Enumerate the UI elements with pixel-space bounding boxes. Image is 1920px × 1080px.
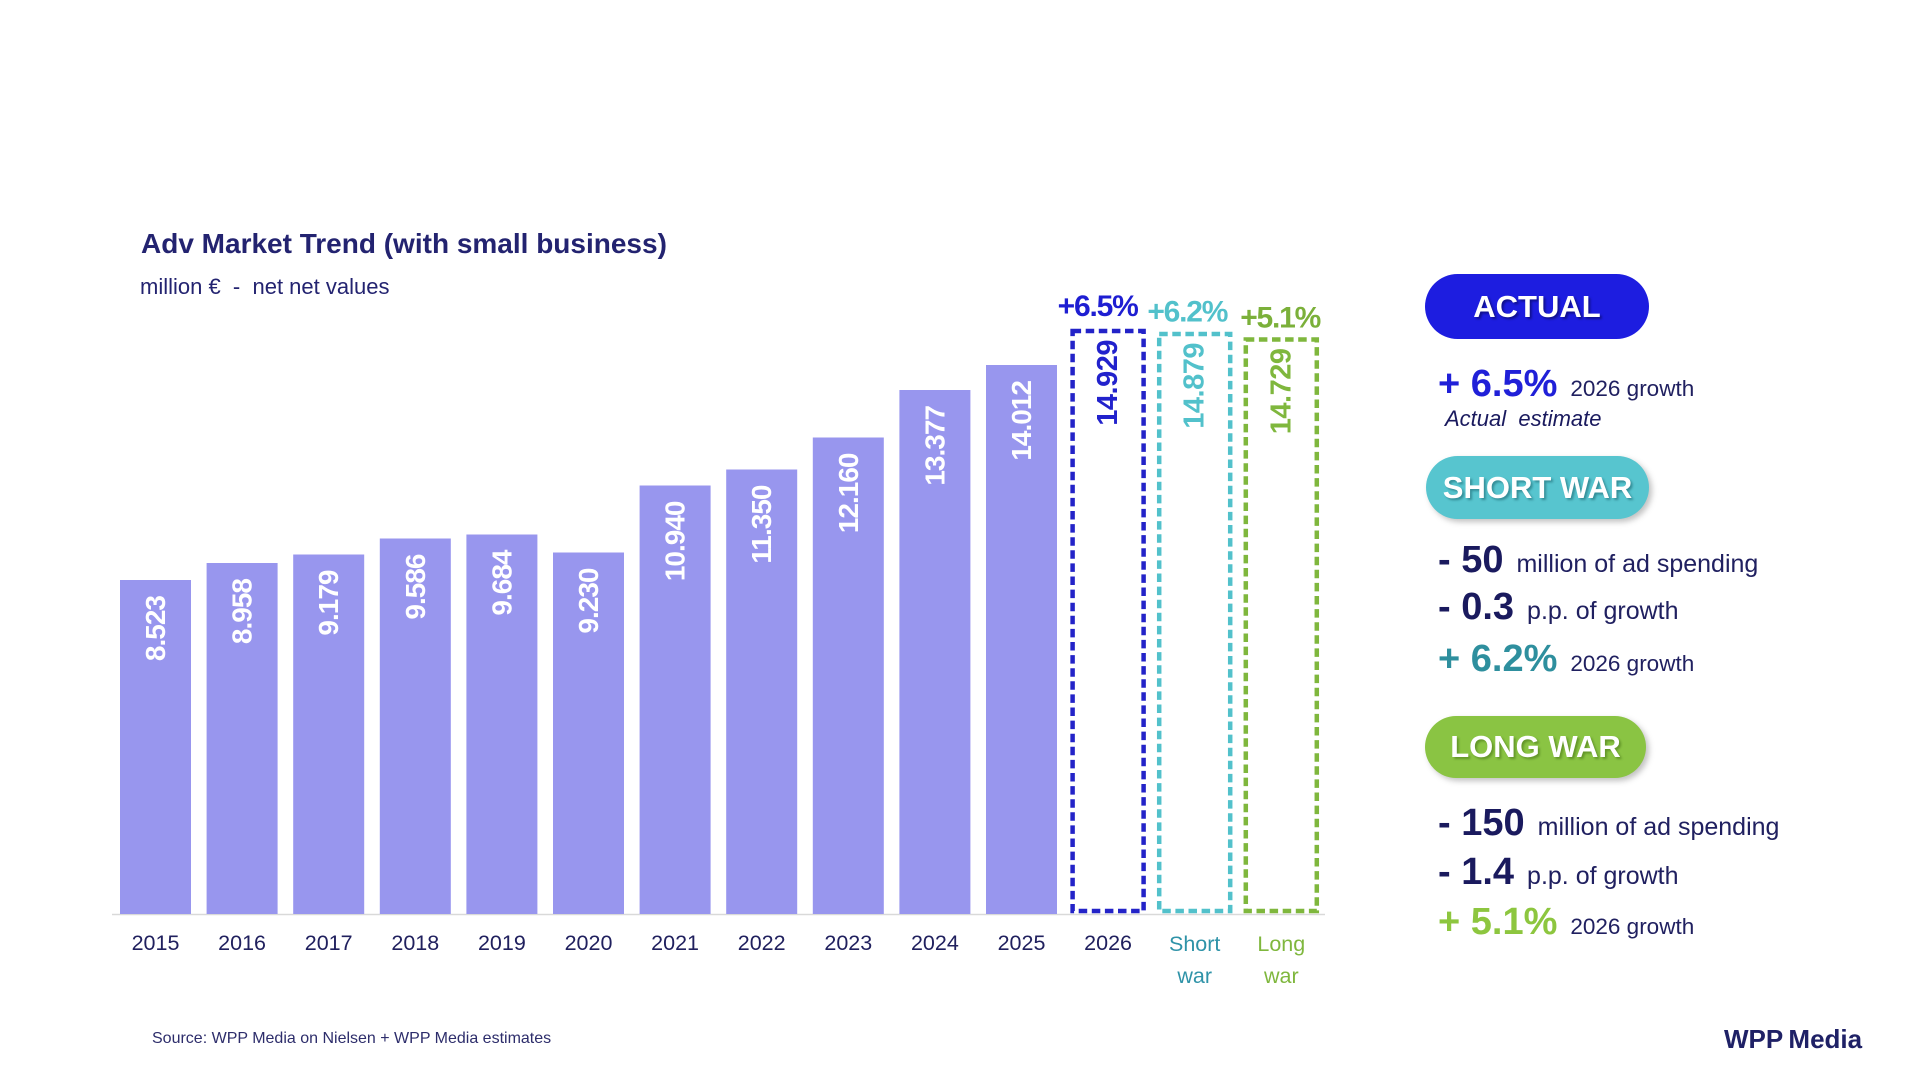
- svg-text:2017: 2017: [305, 931, 353, 955]
- svg-text:14.929: 14.929: [1092, 340, 1124, 426]
- svg-text:9.586: 9.586: [400, 554, 431, 619]
- svg-text:10.940: 10.940: [660, 501, 691, 581]
- svg-text:2016: 2016: [218, 931, 266, 955]
- svg-text:+5.1%: +5.1%: [1240, 302, 1320, 335]
- svg-text:2022: 2022: [738, 931, 786, 955]
- svg-text:Long: Long: [1257, 932, 1305, 956]
- svg-text:2026: 2026: [1084, 931, 1132, 955]
- svg-text:2021: 2021: [651, 931, 699, 955]
- svg-text:11.350: 11.350: [746, 485, 777, 564]
- svg-text:9.179: 9.179: [313, 570, 344, 635]
- svg-text:8.958: 8.958: [227, 579, 258, 644]
- svg-text:2015: 2015: [132, 931, 180, 955]
- svg-text:2018: 2018: [391, 931, 439, 955]
- svg-text:14.879: 14.879: [1179, 343, 1211, 429]
- svg-text:war: war: [1176, 964, 1212, 988]
- svg-text:+6.5%: +6.5%: [1058, 290, 1138, 323]
- svg-text:9.230: 9.230: [573, 568, 604, 633]
- svg-text:2023: 2023: [824, 931, 872, 955]
- svg-text:2024: 2024: [911, 931, 959, 955]
- svg-text:14.012: 14.012: [1006, 381, 1037, 461]
- svg-text:12.160: 12.160: [833, 453, 864, 533]
- svg-text:8.523: 8.523: [140, 596, 171, 661]
- svg-text:14.729: 14.729: [1265, 348, 1297, 434]
- svg-text:13.377: 13.377: [919, 406, 950, 486]
- svg-text:2020: 2020: [565, 931, 613, 955]
- svg-text:war: war: [1263, 964, 1299, 988]
- svg-text:9.684: 9.684: [486, 549, 517, 615]
- svg-text:+6.2%: +6.2%: [1147, 296, 1227, 329]
- svg-text:2019: 2019: [478, 931, 526, 955]
- svg-text:Short: Short: [1169, 932, 1220, 956]
- svg-text:2025: 2025: [998, 931, 1046, 955]
